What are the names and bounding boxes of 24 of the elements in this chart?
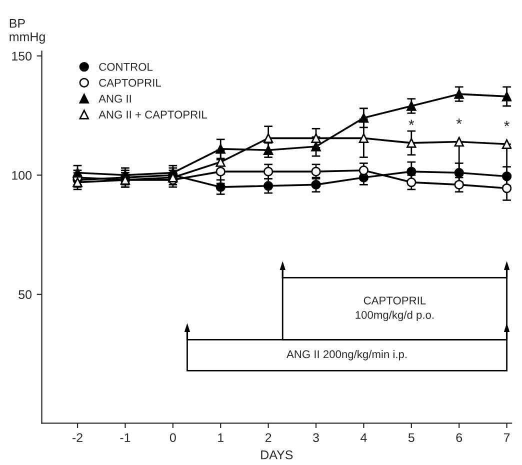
- legend-label: ANG II + CAPTOPRIL: [98, 110, 207, 119]
- annotation: *: [456, 118, 462, 124]
- annotation: *: [408, 120, 414, 126]
- x-axis-title: DAYS: [261, 450, 293, 460]
- x-tick-label: 2: [265, 433, 272, 442]
- x-tick-label: 6: [456, 433, 462, 442]
- x-tick-label: 0: [170, 433, 176, 442]
- y-axis-title: BP mmHg: [10, 19, 45, 44]
- legend-label: ANG II: [98, 94, 131, 103]
- annotation: *: [504, 120, 510, 126]
- x-tick-label: 1: [218, 433, 224, 442]
- x-tick-label: -2: [72, 433, 82, 442]
- legend-label: CAPTOPRIL: [99, 78, 161, 87]
- x-tick-label: 5: [408, 433, 414, 442]
- y-tick-label: 50: [18, 290, 32, 300]
- x-tick-label: 4: [360, 433, 367, 442]
- y-tick-label: 100: [12, 170, 32, 180]
- x-tick-label: -1: [120, 433, 130, 442]
- legend-label: CONTROL: [99, 62, 153, 71]
- x-tick-label: 3: [313, 433, 319, 442]
- annotation: ANG II 200ng/kg/min i.p.: [286, 350, 407, 360]
- annotation: CAPTOPRIL 100mg/kg/d p.o.: [356, 296, 434, 322]
- x-tick-label: 7: [504, 433, 510, 442]
- y-tick-label: 150: [12, 52, 32, 61]
